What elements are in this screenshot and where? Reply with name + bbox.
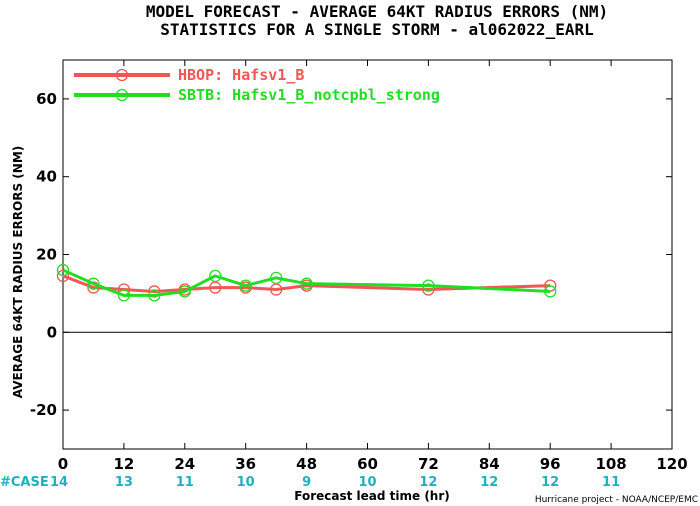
data-point <box>269 271 283 284</box>
x-axis: 0 12 24 36 48 60 72 84 96 108 120 <box>58 60 688 473</box>
data-point <box>422 279 435 292</box>
y-tick-label: 0 <box>47 323 57 341</box>
data-point <box>148 289 161 302</box>
data-point <box>56 263 70 277</box>
x-tick-label: 60 <box>357 455 378 473</box>
legend-label: HBOP: Hafsv1_B <box>178 66 304 84</box>
y-tick-label: 60 <box>36 90 57 108</box>
case-count: 12 <box>419 475 437 490</box>
case-count: 11 <box>602 475 620 490</box>
data-point <box>300 277 313 290</box>
case-count-label: #CASE <box>0 475 49 490</box>
x-tick-label: 12 <box>113 455 134 473</box>
legend-item-1: HBOP: Hafsv1_B <box>74 66 304 84</box>
case-count: 10 <box>358 475 376 490</box>
y-axis: -20 0 20 40 60 <box>30 90 672 419</box>
x-tick-label: 84 <box>479 455 500 473</box>
series-line <box>62 268 551 297</box>
data-point <box>117 289 131 302</box>
case-count: 12 <box>541 475 559 490</box>
data-point <box>178 285 191 298</box>
case-count: 14 <box>50 475 68 490</box>
legend-label: SBTB: Hafsv1_B_notcpbl_strong <box>178 86 440 104</box>
data-point <box>87 277 100 290</box>
plot-frame <box>62 59 673 450</box>
x-tick-label: 120 <box>656 455 687 473</box>
y-tick-label: -20 <box>30 401 57 419</box>
data-point <box>269 283 283 296</box>
case-count: 11 <box>176 475 194 490</box>
x-tick-label: 0 <box>58 455 68 473</box>
data-point <box>544 285 557 298</box>
legend-marker <box>115 68 129 82</box>
data-point <box>209 269 222 283</box>
x-tick-label: 108 <box>595 455 626 473</box>
y-axis-label: AVERAGE 64KT RADIUS ERRORS (NM) <box>11 146 25 398</box>
data-point <box>239 279 252 292</box>
legend-marker <box>115 88 129 102</box>
x-tick-label: 72 <box>418 455 439 473</box>
chart-subtitle: STATISTICS FOR A SINGLE STORM - al062022… <box>160 20 593 39</box>
legend: HBOP: Hafsv1_B SBTB: Hafsv1_B_notcpbl_str… <box>74 66 440 104</box>
y-tick-label: 40 <box>36 168 57 186</box>
data-point <box>148 285 161 298</box>
series-line <box>62 274 551 293</box>
case-counts: 14 13 11 10 9 10 12 12 12 11 <box>50 475 620 490</box>
case-count: 10 <box>237 475 255 490</box>
case-count: 13 <box>115 475 133 490</box>
x-tick-label: 96 <box>540 455 561 473</box>
data-point <box>422 283 435 296</box>
legend-item-2: SBTB: Hafsv1_B_notcpbl_strong <box>74 86 440 104</box>
chart-title: MODEL FORECAST - AVERAGE 64KT RADIUS ERR… <box>146 2 608 21</box>
x-tick-label: 48 <box>296 455 317 473</box>
series-2 <box>56 263 557 302</box>
x-tick-label: 24 <box>174 455 195 473</box>
x-axis-label: Forecast lead time (hr) <box>294 489 450 503</box>
credit-text: Hurricane project - NOAA/NCEP/EMC <box>535 495 698 505</box>
x-tick-label: 36 <box>235 455 256 473</box>
case-count: 12 <box>480 475 498 490</box>
data-point <box>209 281 222 294</box>
series-layer <box>56 263 557 302</box>
case-count: 9 <box>302 475 311 490</box>
y-tick-label: 20 <box>36 246 57 264</box>
